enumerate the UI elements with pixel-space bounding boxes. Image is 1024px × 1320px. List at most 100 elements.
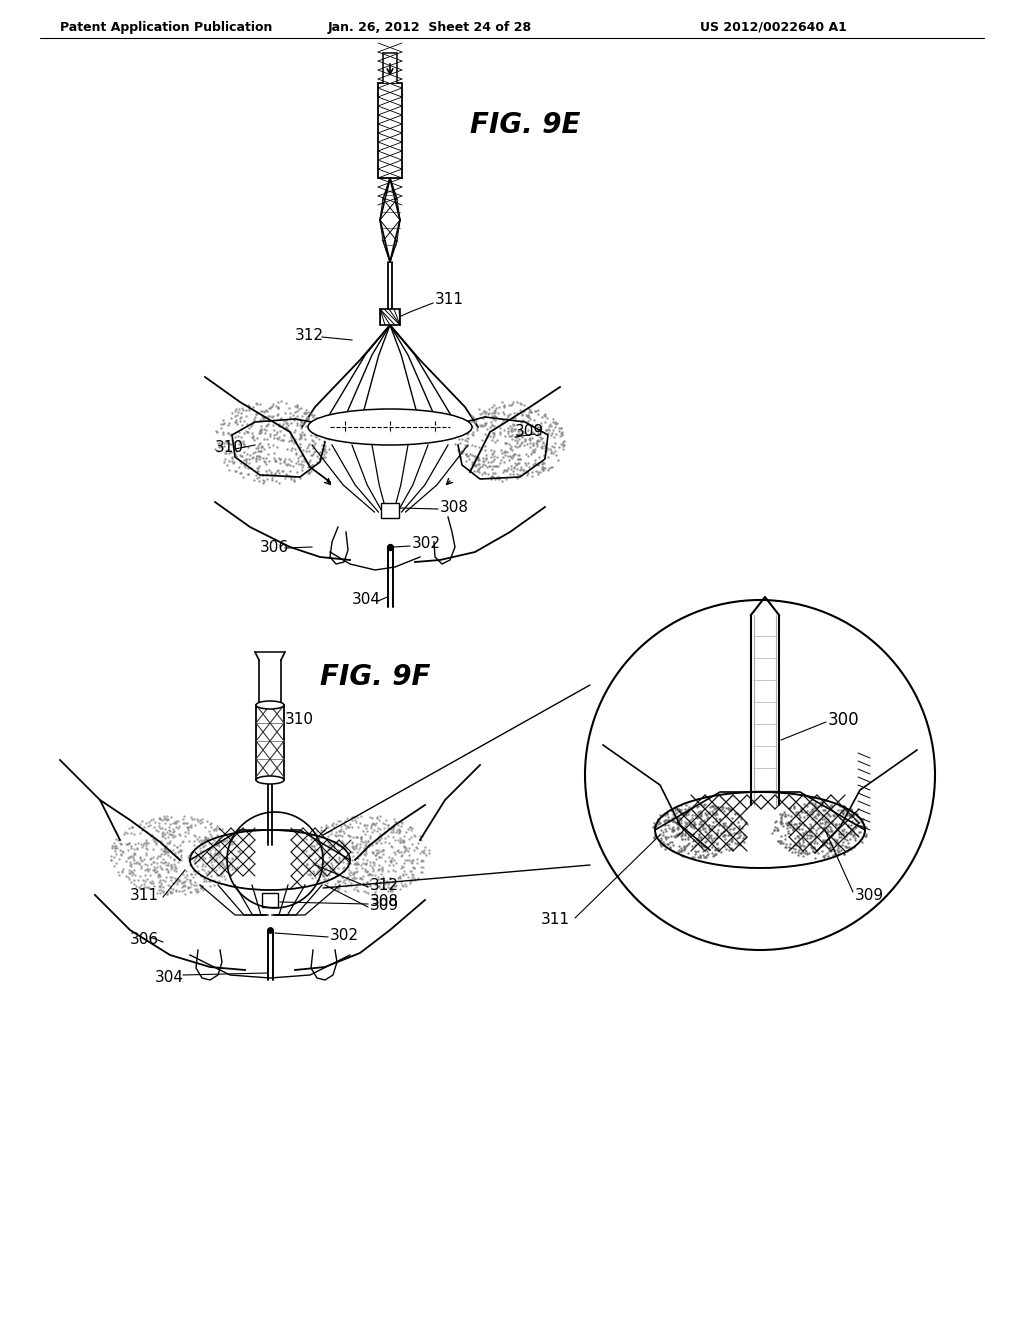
Point [141,865,158,886]
Point [215,436,231,457]
Point [244,422,260,444]
Point [790,825,806,846]
Point [198,847,214,869]
Point [308,408,325,429]
Point [274,414,291,436]
Point [287,401,303,422]
Point [370,817,386,838]
Point [211,857,227,878]
Point [108,843,124,865]
Point [696,846,713,867]
Point [289,396,305,417]
Point [295,840,311,861]
Point [810,804,826,825]
Point [193,830,209,851]
Point [310,863,327,884]
Point [786,834,803,855]
Point [349,879,366,900]
Point [114,845,130,866]
Point [488,455,505,477]
Point [692,793,709,814]
Point [354,866,371,887]
Point [158,842,174,863]
Point [369,842,385,863]
Point [368,845,384,866]
Point [230,426,247,447]
Point [315,820,332,841]
Text: 304: 304 [352,591,381,606]
Point [680,842,696,863]
Point [535,451,551,473]
Point [814,829,830,850]
Point [498,432,514,453]
Point [815,821,831,842]
Point [415,842,431,863]
Point [160,853,176,874]
Point [348,851,365,873]
Point [303,836,319,857]
Point [191,809,208,830]
Point [184,867,201,888]
Point [117,821,133,842]
Point [188,846,205,867]
Point [545,411,561,432]
Point [179,876,196,898]
Point [484,444,501,465]
Point [255,407,271,428]
Point [479,451,496,473]
Point [362,817,379,838]
Point [673,841,689,862]
Point [132,846,148,867]
Point [705,846,721,867]
Point [532,416,549,437]
Point [368,875,384,896]
Point [710,797,726,818]
Point [364,857,380,878]
Point [137,853,154,874]
Point [241,463,257,484]
Point [513,432,529,453]
Point [255,465,271,486]
Point [145,876,162,898]
Point [792,842,808,863]
Point [332,825,348,846]
Point [411,832,427,853]
Point [345,846,361,867]
Point [250,437,266,458]
Point [322,859,338,880]
Point [732,834,749,855]
Point [209,842,225,863]
Point [305,842,322,863]
Point [167,812,183,833]
Point [251,420,267,441]
Point [226,400,243,421]
Point [163,854,179,875]
Point [416,840,432,861]
Point [478,447,495,469]
Point [699,825,716,846]
Point [131,854,147,875]
Point [133,837,150,858]
Point [720,824,736,845]
Point [357,824,374,845]
Point [233,414,250,436]
Point [812,792,828,813]
Point [467,446,483,467]
Point [684,804,700,825]
Point [382,878,398,899]
Point [413,857,429,878]
Point [785,796,802,817]
Point [348,807,365,828]
Point [381,855,397,876]
Point [248,447,264,469]
Point [202,814,218,836]
Point [237,411,253,432]
Point [206,874,222,895]
Point [210,854,226,875]
Point [169,846,185,867]
Point [168,810,184,832]
Point [263,407,280,428]
Point [695,817,712,838]
Point [820,808,837,829]
Point [668,803,684,824]
